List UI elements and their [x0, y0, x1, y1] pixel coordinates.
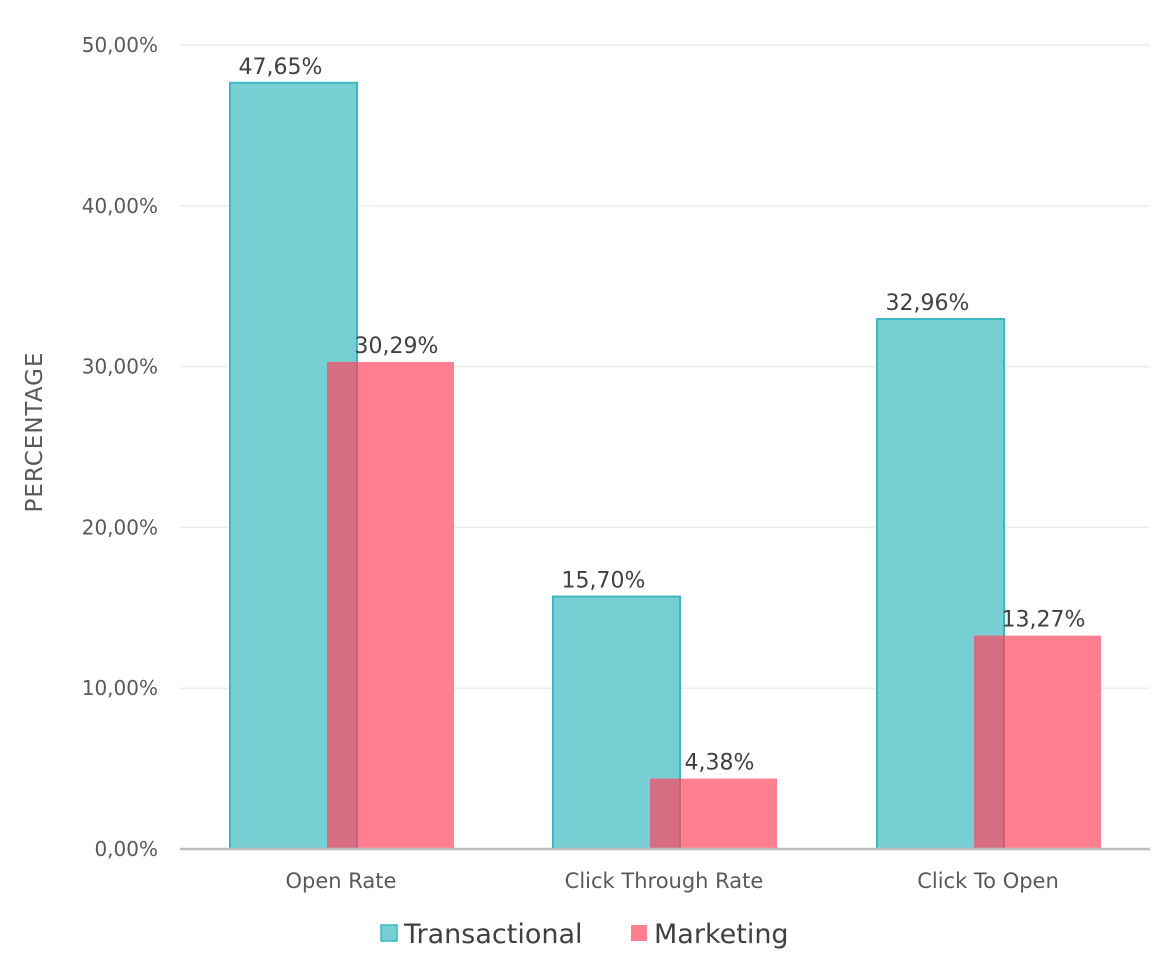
data-label-transactional: 47,65% — [239, 55, 323, 80]
data-label-transactional: 32,96% — [886, 291, 970, 316]
legend: Transactional Marketing — [380, 919, 789, 950]
data-label-marketing: 4,38% — [685, 751, 755, 776]
legend-swatch-transactional — [380, 924, 398, 942]
data-labels: 47,65% 30,29% 15,70% 4,38% 32,96% 13,27% — [239, 55, 1086, 776]
y-tick-label: 0,00% — [94, 837, 158, 861]
y-axis-title: PERCENTAGE — [22, 352, 48, 513]
data-label-transactional: 15,70% — [562, 569, 646, 594]
y-axis-ticks: 0,00% 10,00% 20,00% 30,00% 40,00% 50,00% — [82, 33, 158, 861]
legend-label-marketing: Marketing — [654, 919, 789, 950]
y-tick-label: 30,00% — [82, 355, 158, 379]
bar-overlap — [974, 635, 1004, 849]
y-tick-label: 40,00% — [82, 194, 158, 218]
x-category-label: Click To Open — [917, 869, 1059, 893]
bar-overlap — [650, 778, 680, 849]
y-tick-label: 10,00% — [82, 676, 158, 700]
legend-swatch-marketing — [631, 925, 647, 941]
y-tick-label: 20,00% — [82, 515, 158, 539]
x-category-label: Open Rate — [286, 869, 397, 893]
data-label-marketing: 13,27% — [1002, 608, 1086, 633]
x-axis-categories: Open Rate Click Through Rate Click To Open — [286, 869, 1059, 893]
data-label-marketing: 30,29% — [355, 334, 439, 359]
bars — [229, 81, 1101, 851]
y-tick-label: 50,00% — [82, 33, 158, 57]
x-category-label: Click Through Rate — [565, 869, 764, 893]
legend-label-transactional: Transactional — [403, 919, 583, 950]
bar-overlap — [327, 361, 357, 849]
